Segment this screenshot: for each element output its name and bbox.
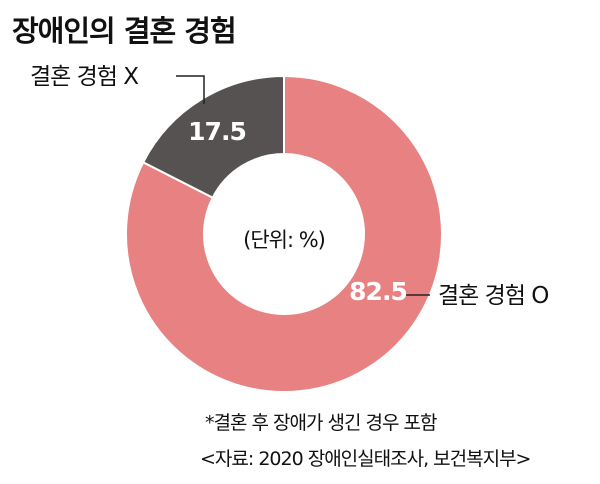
donut-slice-married (125, 74, 443, 393)
donut-slices (125, 74, 443, 393)
leader-not-married (176, 75, 205, 104)
slice-category-label-married: 결혼 경험 O (438, 283, 548, 309)
unit-label: (단위: %) (243, 228, 325, 252)
slice-value-label: 17.5 (188, 117, 246, 146)
source-note: <자료: 2020 장애인실태조사, 보건복지부> (200, 448, 531, 470)
slice-value-label: 82.5 (349, 277, 407, 306)
donut-slice-not-married (141, 74, 285, 200)
chart-title: 장애인의 결혼 경험 (12, 14, 237, 48)
footnote: *결혼 후 장애가 생긴 경우 포함 (205, 412, 437, 434)
slice-category-label-not-married: 결혼 경험 X (30, 64, 139, 90)
slice-labels: 82.5 17.5 결혼 경험 X 결혼 경험 O (30, 64, 549, 309)
leader-lines (176, 75, 430, 296)
